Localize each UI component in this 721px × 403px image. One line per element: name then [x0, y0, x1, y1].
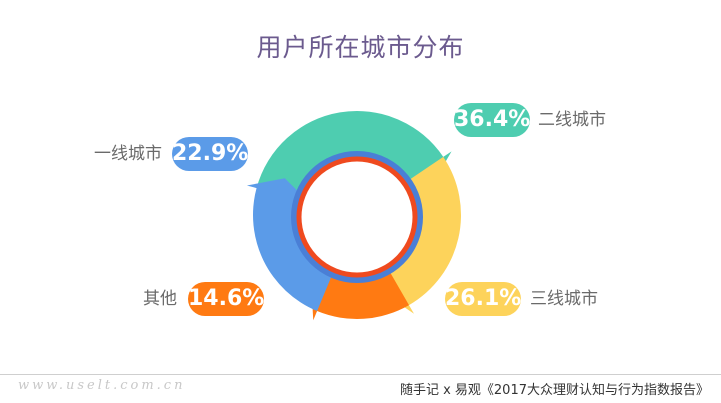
footer-divider	[0, 374, 721, 375]
category-other: 其他	[143, 289, 177, 309]
pill-label-other: 14.6%	[188, 282, 264, 316]
category-second-tier: 二线城市	[538, 110, 606, 130]
chart-title: 用户所在城市分布	[256, 33, 465, 62]
category-third-tier: 三线城市	[530, 289, 598, 309]
source-note: 随手记 x 易观《2017大众理财认知与行为指数报告》	[399, 383, 709, 398]
donut-slice-third-tier	[382, 156, 461, 314]
donut-slice-first-tier	[246, 178, 335, 312]
pill-label-second-tier: 36.4%	[454, 103, 530, 137]
category-first-tier: 一线城市	[94, 144, 162, 164]
inner-ring-red	[296, 156, 418, 278]
pill-label-third-tier: 26.1%	[445, 282, 521, 316]
inner-ring-blue	[291, 151, 423, 283]
pill-label-first-tier: 22.9%	[172, 137, 248, 171]
watermark: www.uselt.com.cn	[18, 378, 186, 393]
